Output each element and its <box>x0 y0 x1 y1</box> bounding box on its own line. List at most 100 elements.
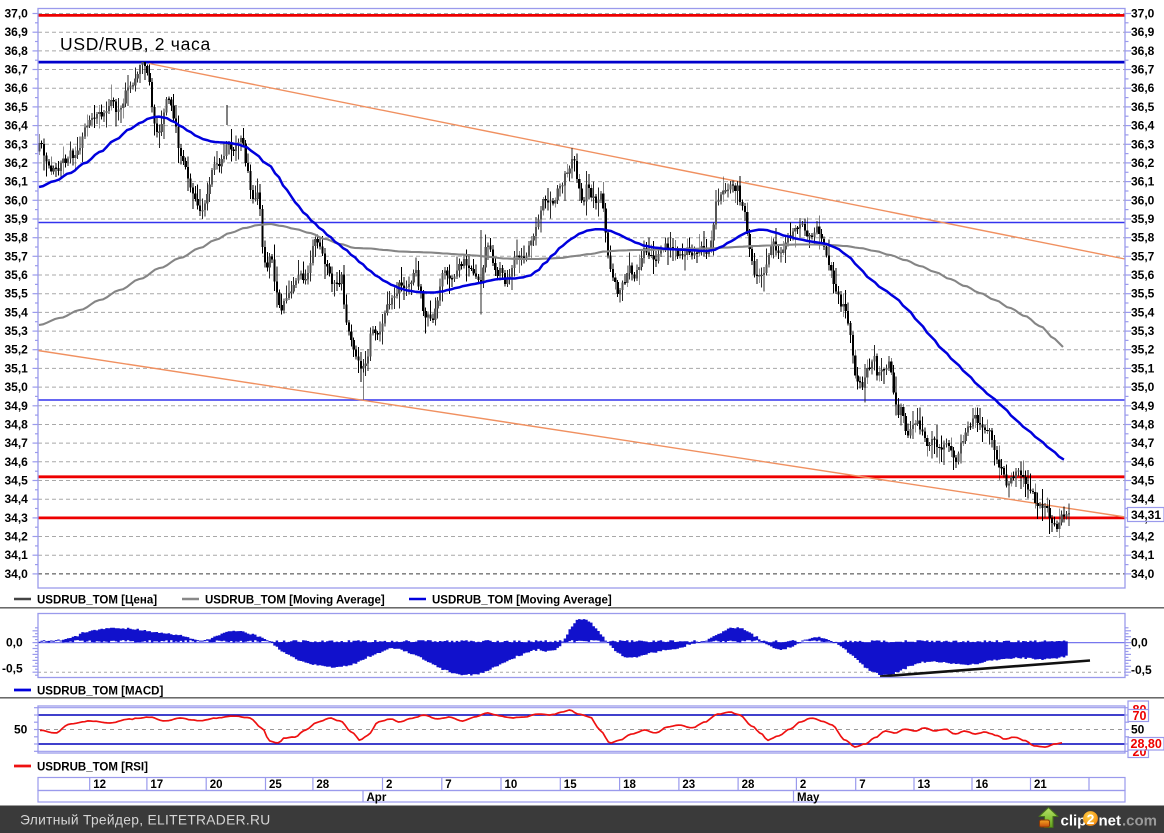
svg-text:28: 28 <box>742 779 755 791</box>
svg-text:2: 2 <box>800 779 806 791</box>
svg-text:50: 50 <box>1131 723 1145 737</box>
svg-text:Элитный Трейдер, ELITETRADER.R: Элитный Трейдер, ELITETRADER.RU <box>20 813 271 828</box>
svg-text:20: 20 <box>210 779 223 791</box>
svg-text:USDRUB_TOM [Moving Average]: USDRUB_TOM [Moving Average] <box>205 595 385 607</box>
svg-text:35,2: 35,2 <box>1131 343 1155 357</box>
svg-text:70: 70 <box>1133 709 1147 723</box>
svg-text:28,80: 28,80 <box>1131 737 1162 751</box>
svg-text:35,4: 35,4 <box>1131 305 1155 319</box>
svg-text:net: net <box>1099 813 1122 830</box>
svg-text:35,9: 35,9 <box>1131 212 1155 226</box>
svg-text:36,3: 36,3 <box>5 137 29 151</box>
svg-text:35,8: 35,8 <box>5 231 29 245</box>
svg-text:36,2: 36,2 <box>5 156 29 170</box>
svg-text:35,6: 35,6 <box>1131 268 1155 282</box>
svg-text:12: 12 <box>93 779 106 791</box>
svg-text:34,1: 34,1 <box>1131 548 1155 562</box>
svg-text:-0,5: -0,5 <box>2 662 23 676</box>
svg-text:35,3: 35,3 <box>5 324 29 338</box>
svg-text:36,6: 36,6 <box>1131 81 1155 95</box>
svg-text:36,2: 36,2 <box>1131 156 1155 170</box>
svg-text:36,7: 36,7 <box>5 63 29 77</box>
svg-text:25: 25 <box>269 779 282 791</box>
svg-text:34,6: 34,6 <box>1131 455 1155 469</box>
svg-text:USDRUB_TOM [Moving Average]: USDRUB_TOM [Moving Average] <box>432 595 612 607</box>
svg-text:35,3: 35,3 <box>1131 324 1155 338</box>
svg-text:36,0: 36,0 <box>1131 193 1155 207</box>
svg-text:16: 16 <box>976 779 989 791</box>
svg-text:35,7: 35,7 <box>5 249 29 263</box>
svg-text:2: 2 <box>1087 811 1095 827</box>
svg-text:35,0: 35,0 <box>1131 380 1155 394</box>
svg-text:0,0: 0,0 <box>1131 636 1148 650</box>
svg-text:35,1: 35,1 <box>5 361 29 375</box>
svg-text:USDRUB_TOM [MACD]: USDRUB_TOM [MACD] <box>37 686 163 698</box>
svg-text:28: 28 <box>316 779 329 791</box>
svg-text:7: 7 <box>445 779 451 791</box>
svg-text:34,8: 34,8 <box>1131 418 1155 432</box>
svg-text:15: 15 <box>564 779 577 791</box>
svg-text:36,1: 36,1 <box>1131 175 1155 189</box>
svg-text:50: 50 <box>14 723 28 737</box>
svg-text:34,0: 34,0 <box>5 567 29 581</box>
svg-text:36,0: 36,0 <box>5 193 29 207</box>
svg-text:clip: clip <box>1061 813 1087 830</box>
svg-text:36,7: 36,7 <box>1131 63 1155 77</box>
svg-text:34,3: 34,3 <box>5 511 29 525</box>
svg-text:Apr: Apr <box>367 792 387 804</box>
svg-text:.com: .com <box>1122 813 1157 830</box>
svg-text:17: 17 <box>150 779 163 791</box>
svg-text:34,7: 34,7 <box>5 436 29 450</box>
svg-text:34,8: 34,8 <box>5 418 29 432</box>
svg-text:35,2: 35,2 <box>5 343 29 357</box>
svg-text:37,0: 37,0 <box>5 7 29 21</box>
svg-text:34,4: 34,4 <box>5 492 29 506</box>
svg-text:34,6: 34,6 <box>5 455 29 469</box>
svg-text:34,4: 34,4 <box>1131 492 1155 506</box>
svg-text:35,1: 35,1 <box>1131 361 1155 375</box>
svg-text:36,5: 36,5 <box>1131 100 1155 114</box>
svg-text:36,8: 36,8 <box>5 44 29 58</box>
svg-text:USD/RUB, 2 часа: USD/RUB, 2 часа <box>60 34 211 54</box>
svg-text:USDRUB_TOM [RSI]: USDRUB_TOM [RSI] <box>37 762 148 774</box>
svg-text:34,9: 34,9 <box>5 399 29 413</box>
svg-text:18: 18 <box>623 779 636 791</box>
svg-text:36,3: 36,3 <box>1131 137 1155 151</box>
svg-text:34,2: 34,2 <box>5 530 29 544</box>
svg-text:34,5: 34,5 <box>1131 474 1155 488</box>
svg-text:36,1: 36,1 <box>5 175 29 189</box>
svg-text:23: 23 <box>682 779 695 791</box>
svg-text:36,5: 36,5 <box>5 100 29 114</box>
svg-text:36,4: 36,4 <box>5 119 29 133</box>
svg-text:34,31: 34,31 <box>1131 508 1161 522</box>
svg-text:21: 21 <box>1034 779 1047 791</box>
svg-text:35,8: 35,8 <box>1131 231 1155 245</box>
svg-text:35,5: 35,5 <box>1131 287 1155 301</box>
svg-text:7: 7 <box>859 779 865 791</box>
svg-text:34,0: 34,0 <box>1131 567 1155 581</box>
svg-text:36,4: 36,4 <box>1131 119 1155 133</box>
svg-text:2: 2 <box>386 779 392 791</box>
svg-text:0,0: 0,0 <box>6 636 23 650</box>
svg-text:35,7: 35,7 <box>1131 249 1155 263</box>
svg-text:37,0: 37,0 <box>1131 7 1155 21</box>
svg-text:36,9: 36,9 <box>5 25 29 39</box>
svg-text:35,0: 35,0 <box>5 380 29 394</box>
svg-text:34,9: 34,9 <box>1131 399 1155 413</box>
svg-text:10: 10 <box>505 779 518 791</box>
svg-text:35,9: 35,9 <box>5 212 29 226</box>
svg-text:36,9: 36,9 <box>1131 25 1155 39</box>
svg-text:35,6: 35,6 <box>5 268 29 282</box>
svg-text:May: May <box>797 792 820 804</box>
svg-text:-0,5: -0,5 <box>1131 663 1152 677</box>
svg-text:34,1: 34,1 <box>5 548 29 562</box>
svg-text:36,8: 36,8 <box>1131 44 1155 58</box>
svg-text:34,2: 34,2 <box>1131 530 1155 544</box>
svg-text:36,6: 36,6 <box>5 81 29 95</box>
svg-text:34,5: 34,5 <box>5 474 29 488</box>
svg-text:35,5: 35,5 <box>5 287 29 301</box>
svg-text:13: 13 <box>918 779 931 791</box>
svg-text:34,7: 34,7 <box>1131 436 1155 450</box>
svg-text:USDRUB_TOM [Цена]: USDRUB_TOM [Цена] <box>37 595 157 607</box>
svg-text:35,4: 35,4 <box>5 305 29 319</box>
